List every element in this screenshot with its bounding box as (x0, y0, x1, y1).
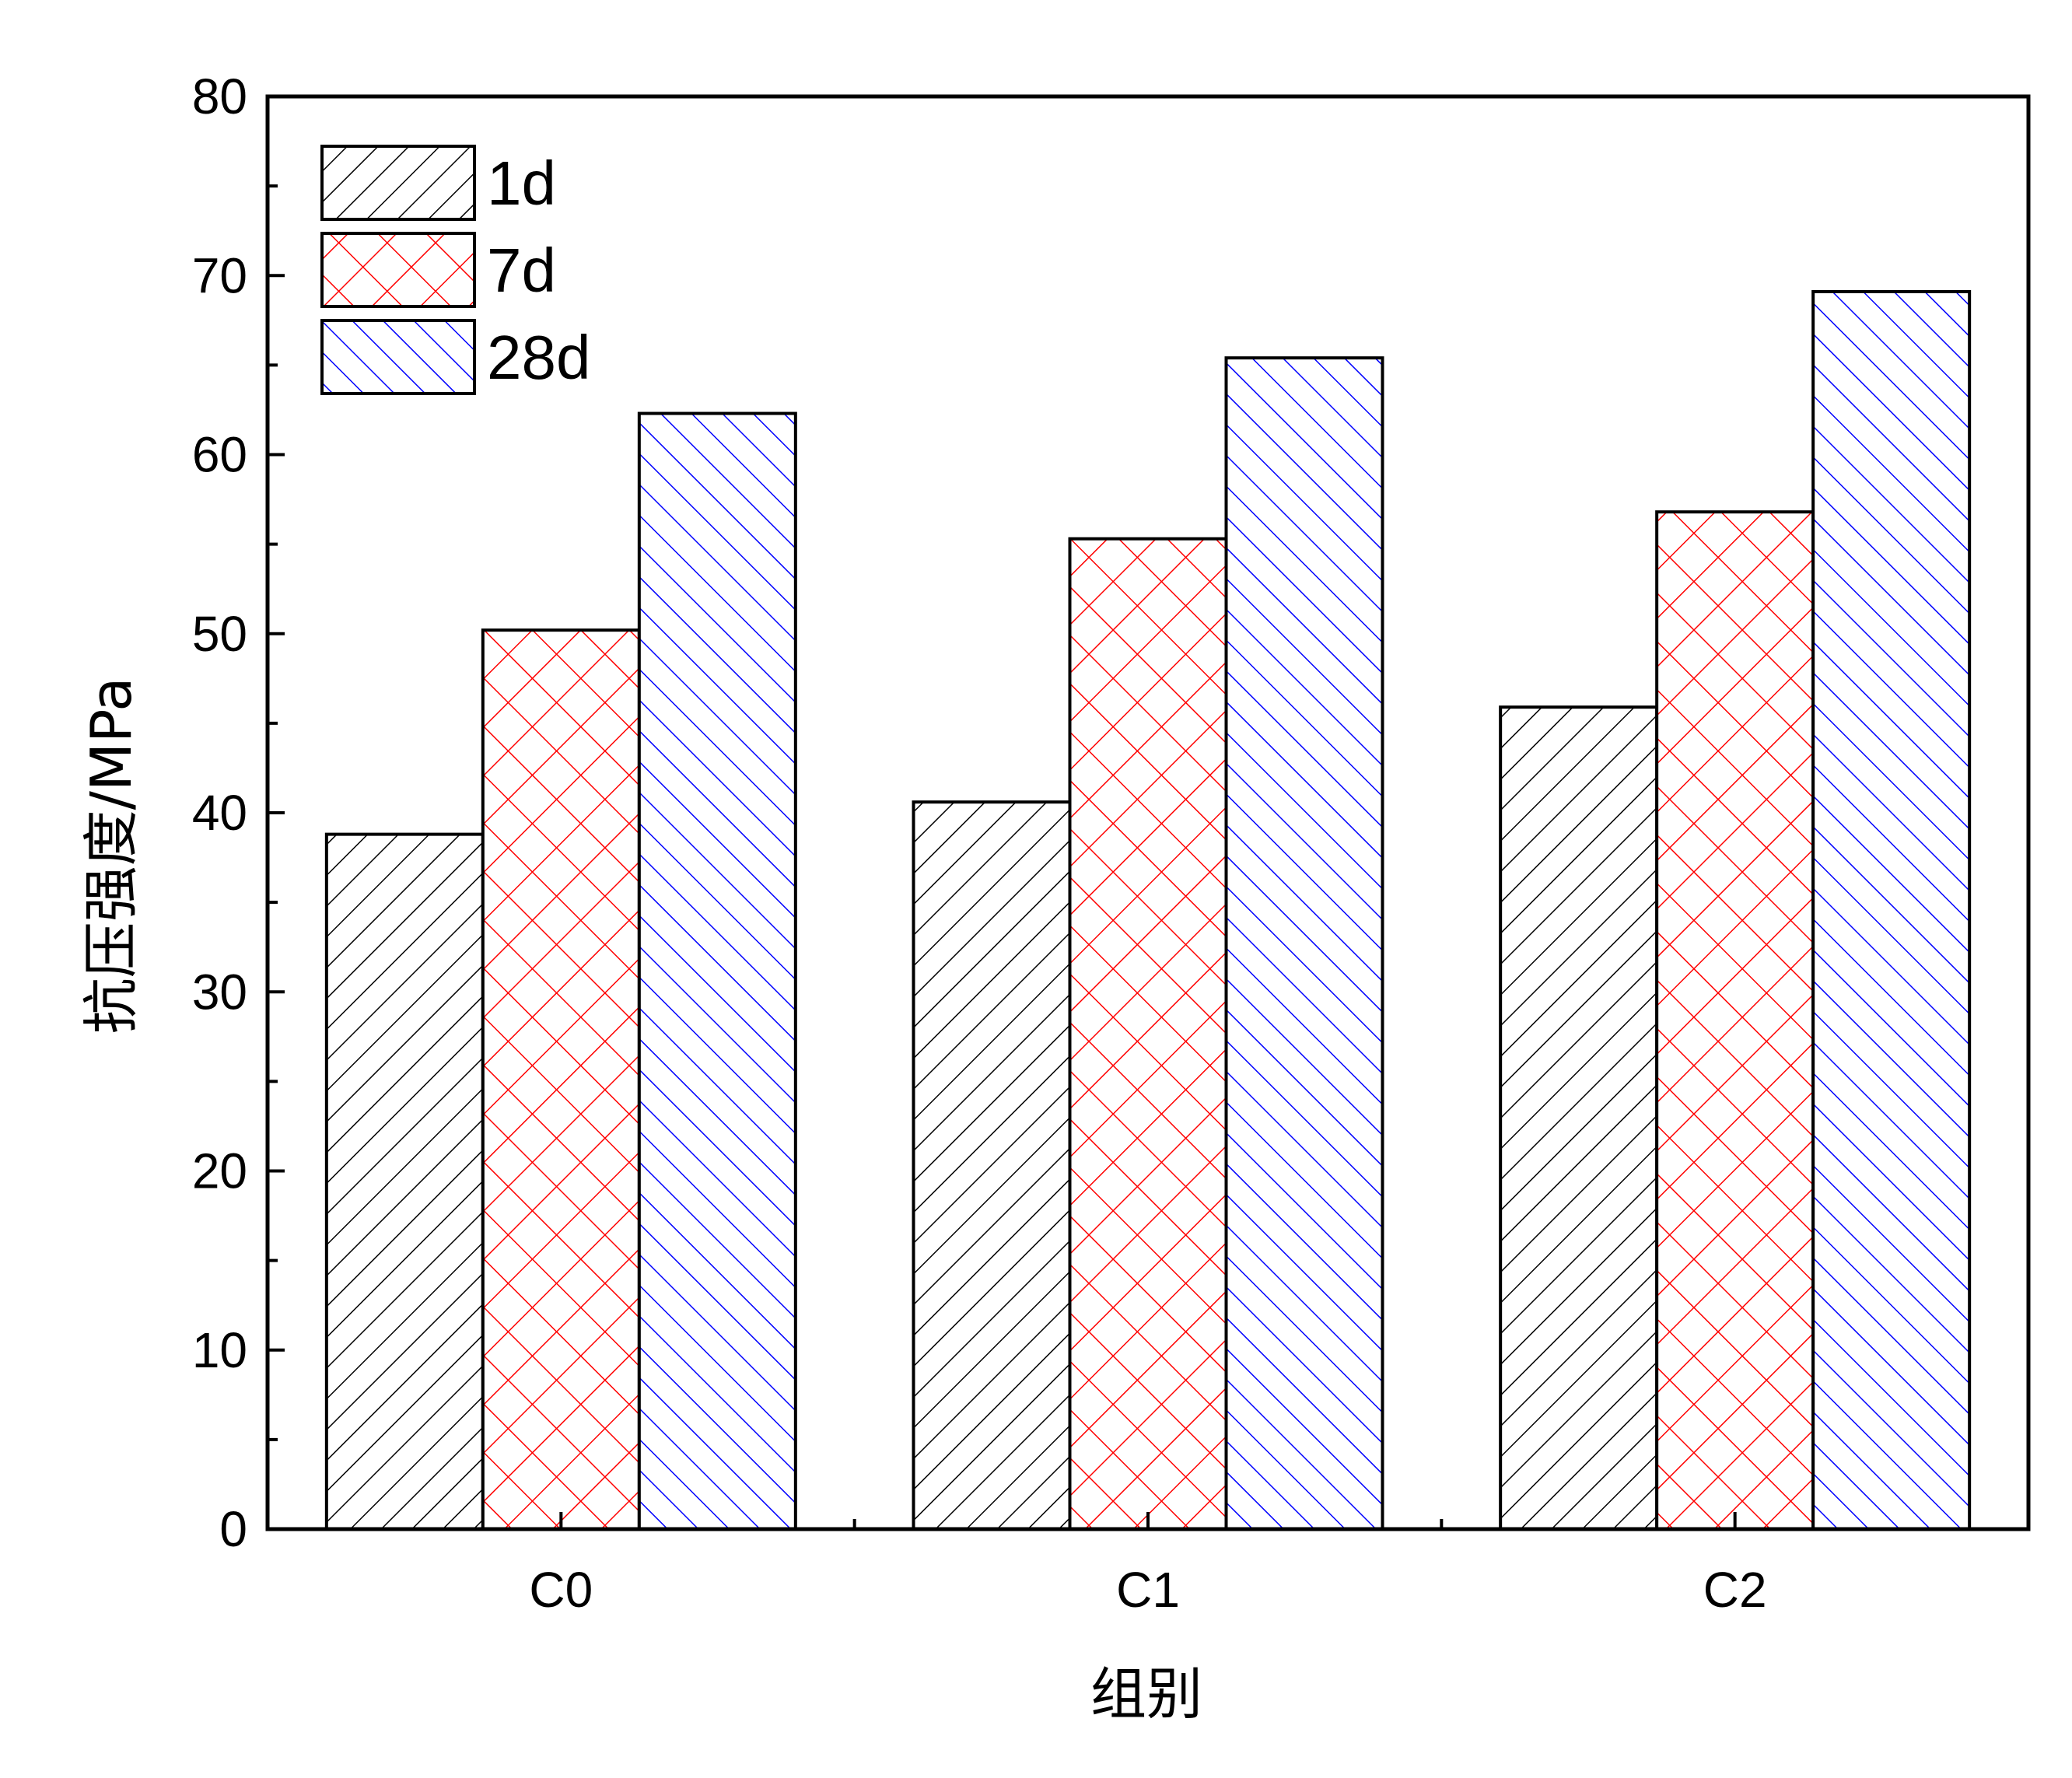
legend-label-1d: 1d (487, 149, 556, 218)
bar-1d-C1 (912, 800, 1072, 1531)
bar-7d-C1 (1068, 537, 1228, 1531)
x-tick-label: C2 (1703, 1562, 1767, 1618)
labels-layer: 0 10 20 30 40 50 60 70 80 C0 C1 C2 (192, 68, 1767, 1618)
y-tick-label: 60 (192, 427, 247, 483)
axes-layer (265, 94, 2031, 1531)
legend: 1d 7d 28d (320, 145, 590, 395)
bar-1d-C2 (1499, 705, 1659, 1531)
x-tick-label: C0 (529, 1562, 593, 1618)
bar-28d-C1 (1224, 356, 1384, 1531)
y-tick-label: 80 (192, 68, 247, 124)
legend-label-7d: 7d (487, 236, 556, 305)
x-axis-title: 组别 (1090, 1661, 1202, 1727)
y-tick-label: 30 (192, 964, 247, 1020)
bar-28d-C2 (1811, 289, 1972, 1531)
legend-label-28d: 28d (487, 323, 590, 392)
bar-28d-C0 (637, 411, 797, 1531)
y-tick-label: 50 (192, 606, 247, 662)
bar-7d-C2 (1655, 510, 1815, 1531)
y-axis-title: 抗压强度/MPa (79, 677, 144, 1034)
y-tick-label: 40 (192, 785, 247, 841)
y-tick-label: 70 (192, 247, 247, 303)
bar-1d-C0 (324, 832, 485, 1531)
bars-layer (324, 289, 1972, 1531)
legend-swatch-1d (320, 145, 476, 221)
bar-7d-C0 (481, 628, 641, 1531)
y-tick-label: 0 (219, 1501, 247, 1557)
x-tick-label: C1 (1116, 1562, 1180, 1618)
y-tick-label: 10 (192, 1322, 247, 1378)
y-tick-label: 20 (192, 1143, 247, 1199)
legend-swatch-28d (320, 319, 476, 395)
legend-swatch-7d (320, 232, 476, 308)
